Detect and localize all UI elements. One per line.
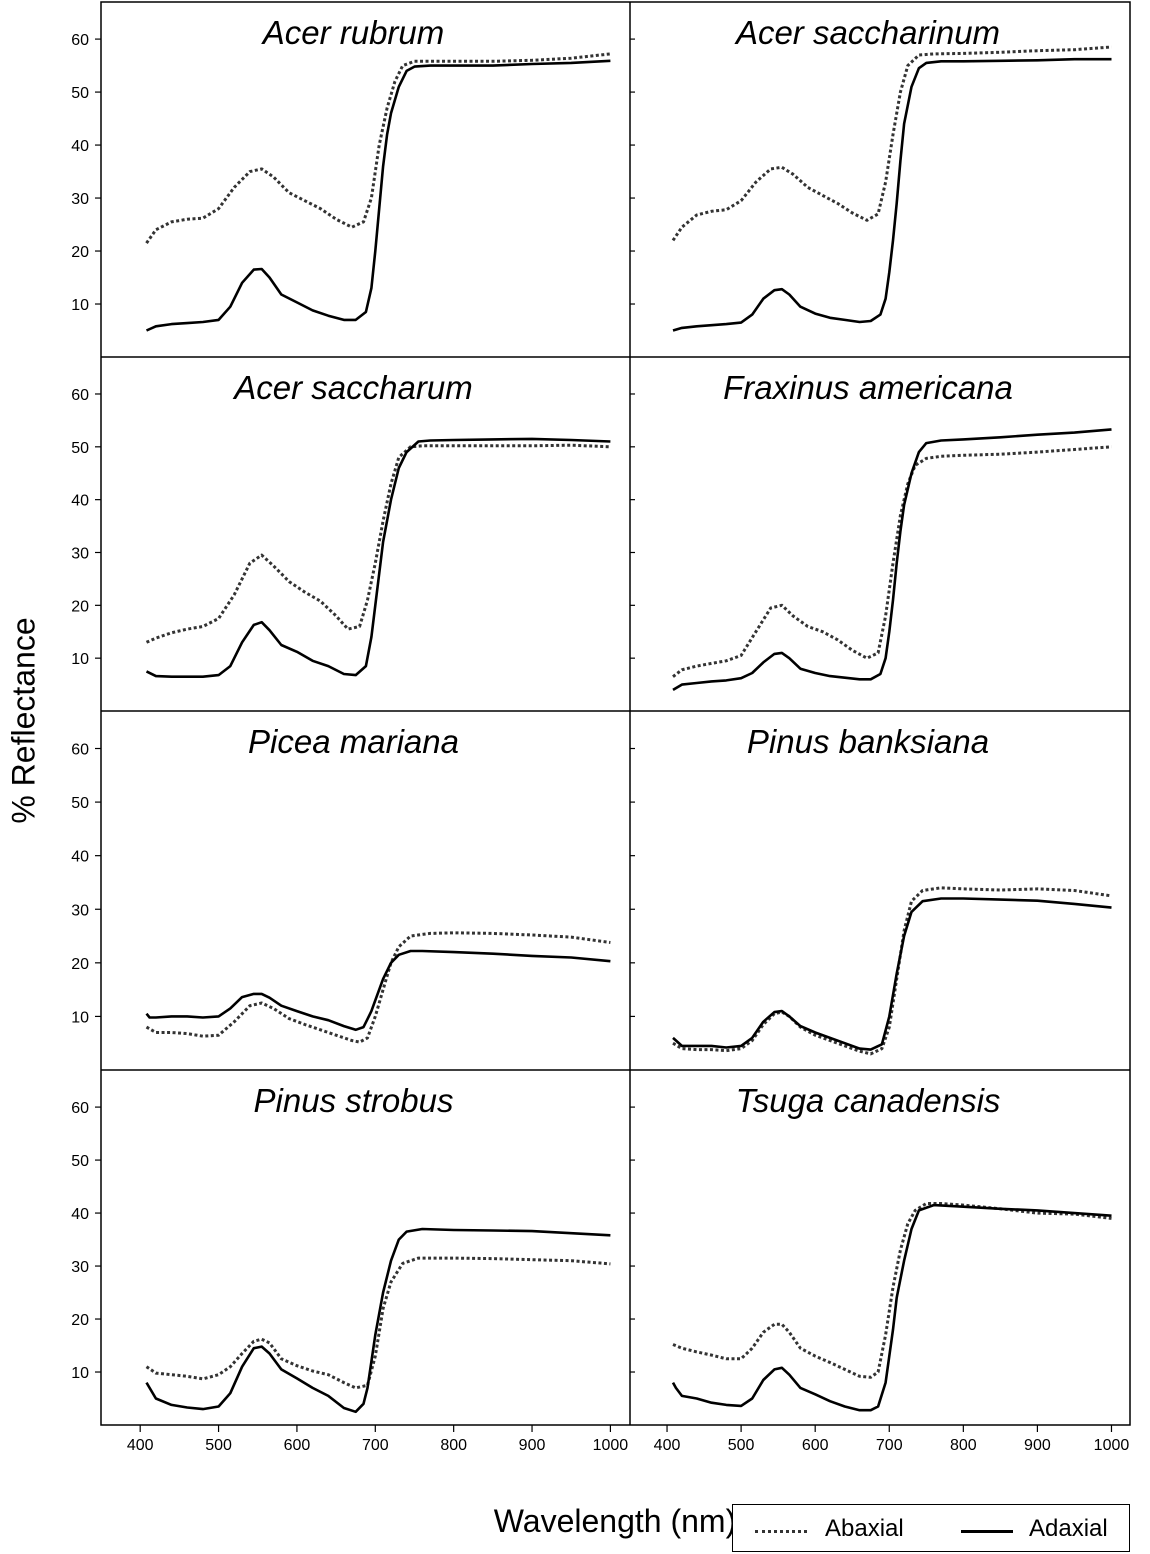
legend-swatch-adaxial [961, 1530, 1013, 1533]
x-tick-label-900: 900 [519, 1437, 546, 1454]
y-tick-label-60: 60 [71, 32, 89, 49]
x-tick-label-500: 500 [205, 1437, 232, 1454]
x-tick-label-400: 400 [127, 1437, 154, 1454]
x-tick-label-1000: 1000 [1094, 1437, 1130, 1454]
y-tick-label-30: 30 [71, 191, 89, 208]
y-tick-label-20: 20 [71, 244, 89, 261]
series-adaxial-fraxinus-americana [672, 428, 1112, 692]
y-axis-label: % Reflectance [5, 617, 42, 824]
x-tick-label-600: 600 [284, 1437, 311, 1454]
panel-title-acer-saccharinum: Acer saccharinum [734, 14, 1000, 51]
y-tick-label-50: 50 [71, 85, 89, 102]
panel-title-tsuga-canadensis: Tsuga canadensis [736, 1082, 1001, 1119]
y-tick-label-50: 50 [71, 795, 89, 812]
x-tick-label-400: 400 [654, 1437, 681, 1454]
panel-title-picea-mariana: Picea mariana [248, 723, 459, 760]
x-tick-label-800: 800 [950, 1437, 977, 1454]
panel-title-acer-saccharum: Acer saccharum [232, 369, 472, 406]
series-adaxial-acer-saccharum [145, 437, 611, 678]
y-tick-label-50: 50 [71, 1153, 89, 1170]
y-tick-label-40: 40 [71, 493, 89, 510]
y-tick-label-60: 60 [71, 742, 89, 759]
y-tick-label-30: 30 [71, 545, 89, 562]
y-tick-label-40: 40 [71, 849, 89, 866]
series-abaxial-acer-rubrum [145, 52, 611, 244]
panel-title-pinus-strobus: Pinus strobus [254, 1082, 454, 1119]
x-tick-label-1000: 1000 [593, 1437, 629, 1454]
series-abaxial-pinus-strobus [145, 1256, 611, 1390]
x-tick-label-800: 800 [440, 1437, 467, 1454]
y-tick-label-10: 10 [71, 651, 89, 668]
series-adaxial-picea-mariana [145, 949, 611, 1032]
y-tick-label-30: 30 [71, 1259, 89, 1276]
series-adaxial-tsuga-canadensis [671, 1203, 1112, 1412]
x-tick-label-700: 700 [362, 1437, 389, 1454]
y-tick-label-20: 20 [71, 956, 89, 973]
panel-title-acer-rubrum: Acer rubrum [261, 14, 445, 51]
legend: Abaxial Adaxial [732, 1504, 1130, 1552]
legend-label-adaxial: Adaxial [1029, 1515, 1108, 1542]
series-abaxial-acer-saccharinum [671, 45, 1112, 242]
x-tick-label-700: 700 [876, 1437, 903, 1454]
y-tick-label-10: 10 [71, 297, 89, 314]
x-axis-label: Wavelength (nm) [493, 1503, 737, 1539]
panel-title-fraxinus-americana: Fraxinus americana [723, 369, 1013, 406]
y-tick-label-60: 60 [71, 1100, 89, 1117]
x-tick-label-500: 500 [728, 1437, 755, 1454]
series-abaxial-pinus-banksiana [672, 886, 1112, 1056]
legend-label-abaxial: Abaxial [825, 1515, 904, 1542]
series-abaxial-acer-saccharum [145, 443, 611, 644]
figure-frame [100, 1, 1131, 1426]
series-adaxial-acer-saccharinum [672, 57, 1112, 332]
series-adaxial-pinus-strobus [145, 1227, 611, 1414]
x-tick-label-600: 600 [802, 1437, 829, 1454]
y-tick-label-10: 10 [71, 1365, 89, 1382]
series-abaxial-tsuga-canadensis [672, 1202, 1112, 1379]
series-adaxial-acer-rubrum [145, 59, 611, 332]
x-tick-label-900: 900 [1024, 1437, 1051, 1454]
y-tick-label-40: 40 [71, 138, 89, 155]
y-tick-label-20: 20 [71, 1312, 89, 1329]
y-tick-label-50: 50 [71, 440, 89, 457]
series-adaxial-pinus-banksiana [672, 897, 1112, 1051]
y-tick-label-40: 40 [71, 1206, 89, 1223]
panel-title-pinus-banksiana: Pinus banksiana [747, 723, 989, 760]
series-abaxial-fraxinus-americana [672, 445, 1112, 678]
y-tick-label-60: 60 [71, 387, 89, 404]
y-tick-label-20: 20 [71, 598, 89, 615]
legend-swatch-abaxial [755, 1530, 807, 1533]
y-tick-label-30: 30 [71, 902, 89, 919]
series-abaxial-picea-mariana [145, 931, 611, 1044]
y-tick-label-10: 10 [71, 1009, 89, 1026]
